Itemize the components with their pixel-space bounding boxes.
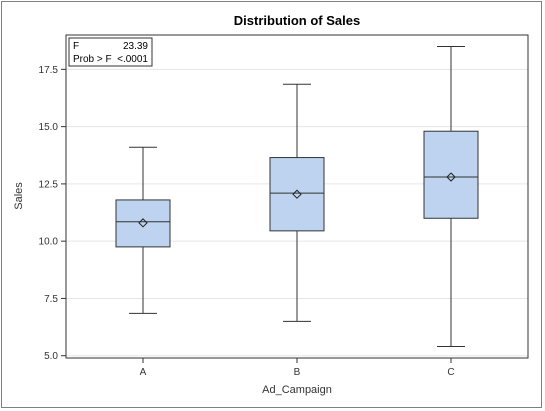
- mean-marker: [292, 189, 302, 199]
- box-c: [423, 45, 479, 348]
- y-tick-label: 5.0: [44, 351, 58, 362]
- stats-f-label: F: [73, 41, 79, 52]
- y-axis: 5.0 7.5 10.0 12.5 15.0 17.5: [39, 65, 66, 362]
- mean-marker: [138, 218, 148, 228]
- y-tick-label: 17.5: [39, 65, 59, 76]
- box-a: [115, 146, 171, 314]
- box-iqr: [423, 130, 479, 219]
- y-tick-label: 7.5: [44, 294, 58, 305]
- x-tick-label: A: [140, 367, 147, 378]
- x-tick-label: B: [294, 367, 301, 378]
- y-tick-label: 10.0: [39, 237, 59, 248]
- stats-inset: F 23.39 Prob > F <.0001: [68, 37, 153, 67]
- chart-title: Distribution of Sales: [234, 13, 360, 28]
- stats-prob-label: Prob > F: [73, 54, 112, 65]
- y-tick-label: 12.5: [39, 179, 59, 190]
- y-axis-label: Sales: [13, 182, 25, 210]
- x-axis: A B C: [140, 358, 455, 378]
- x-axis-label: Ad_Campaign: [262, 384, 332, 396]
- x-tick-label: C: [447, 367, 454, 378]
- box-b: [269, 83, 325, 322]
- mean-marker: [446, 172, 456, 182]
- box-iqr: [269, 157, 325, 232]
- stats-prob-value: <.0001: [117, 54, 148, 65]
- y-tick-label: 15.0: [39, 122, 59, 133]
- boxes: [115, 45, 479, 348]
- stats-f-value: 23.39: [123, 41, 148, 52]
- box-iqr: [115, 199, 171, 248]
- stats-inset-box: [68, 37, 153, 67]
